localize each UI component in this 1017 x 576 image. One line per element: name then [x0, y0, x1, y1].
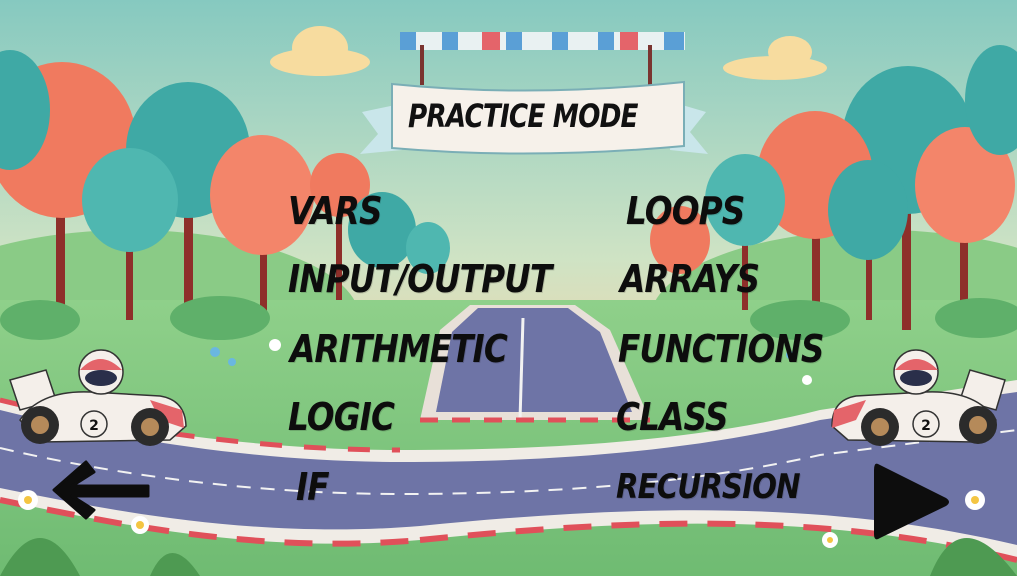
- menu-item-vars[interactable]: VARS: [288, 189, 382, 233]
- race-track-far: [420, 305, 650, 421]
- arrow-left-icon: [52, 460, 150, 520]
- race-track-near: [0, 380, 1017, 563]
- cloud: [723, 36, 827, 80]
- menu-item-recursion[interactable]: RECURSION: [616, 467, 801, 507]
- page-title: PRACTICE MODE: [408, 97, 638, 135]
- cloud: [270, 26, 370, 76]
- menu-item-functions[interactable]: FUNCTIONS: [618, 327, 824, 371]
- race-car-left: [9, 349, 187, 446]
- menu-item-logic[interactable]: LOGIC: [288, 395, 395, 439]
- flowers-decoration: [0, 339, 1017, 576]
- race-car-right: [831, 349, 1006, 446]
- menu-item-if[interactable]: IF: [296, 465, 330, 509]
- menu-item-arithmetic[interactable]: ARITHMETIC: [290, 327, 508, 371]
- car-number-right: 2: [921, 418, 931, 434]
- menu-item-loops[interactable]: LOOPS: [626, 189, 745, 233]
- tree-group-right: [650, 45, 1017, 330]
- tree-group-left: [0, 50, 450, 330]
- title-ribbon: [360, 80, 708, 155]
- menu-item-class[interactable]: CLASS: [616, 395, 729, 439]
- car-number-left: 2: [89, 418, 99, 434]
- next-button[interactable]: [870, 458, 952, 546]
- menu-item-input-output[interactable]: INPUT/OUTPUT: [288, 257, 552, 301]
- play-triangle-icon: [874, 463, 949, 540]
- flag-banner: [400, 32, 685, 85]
- back-button[interactable]: [48, 458, 152, 522]
- menu-item-arrays[interactable]: ARRAYS: [620, 257, 760, 301]
